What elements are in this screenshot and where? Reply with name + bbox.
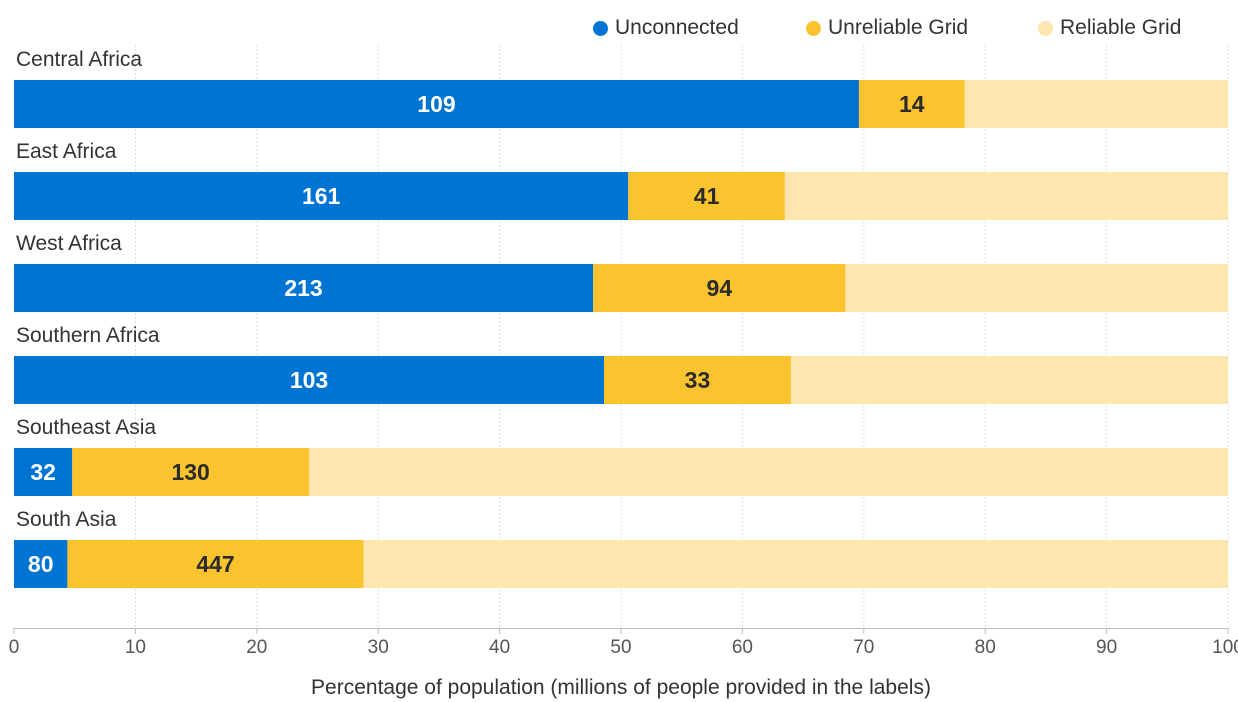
data-label: 80 xyxy=(28,551,54,577)
legend-label-reliable-grid: Reliable Grid xyxy=(1060,16,1182,39)
x-tick-label: 90 xyxy=(1096,637,1117,658)
x-tick-label: 30 xyxy=(368,637,389,658)
legend-label-unconnected: Unconnected xyxy=(615,16,739,39)
legend-swatch-unreliable-grid xyxy=(806,20,821,36)
category-label: East Africa xyxy=(16,140,117,163)
x-tick-label: 80 xyxy=(975,637,996,658)
data-label: 41 xyxy=(694,183,720,209)
legend-swatch-unconnected xyxy=(593,20,608,36)
data-label: 447 xyxy=(196,551,234,577)
category-label: South Asia xyxy=(16,508,117,531)
data-label: 33 xyxy=(685,367,711,393)
bar-segment-unconnected xyxy=(14,540,68,588)
x-tick-label: 70 xyxy=(853,637,874,658)
bar-segment-unreliable-grid xyxy=(72,448,310,496)
bar-segment-reliable-grid xyxy=(784,172,1228,220)
data-label: 109 xyxy=(417,91,455,117)
bar-segment-unreliable-grid xyxy=(67,540,364,588)
x-axis-title: Percentage of population (millions of pe… xyxy=(311,676,931,699)
legend-item-unreliable-grid: Unreliable Grid xyxy=(806,16,968,40)
data-label: 103 xyxy=(290,367,328,393)
x-tick-label: 60 xyxy=(732,637,753,658)
category-label: Central Africa xyxy=(16,48,142,71)
x-tick-label: 100 xyxy=(1212,637,1238,658)
bar-segment-unreliable-grid xyxy=(604,356,791,404)
category-label: Southern Africa xyxy=(16,324,160,347)
bar-segment-unreliable-grid xyxy=(593,264,846,312)
legend-item-reliable-grid: Reliable Grid xyxy=(1038,16,1181,40)
data-label: 213 xyxy=(284,275,322,301)
data-label: 161 xyxy=(302,183,341,209)
x-tick-label: 50 xyxy=(610,637,631,658)
bar-segment-unconnected xyxy=(14,356,605,404)
data-label: 14 xyxy=(899,91,925,117)
chart-legend: Unconnected Unreliable Grid Reliable Gri… xyxy=(0,16,1238,44)
x-tick-label: 40 xyxy=(489,637,510,658)
legend-swatch-reliable-grid xyxy=(1038,20,1053,36)
bar-segment-unconnected xyxy=(14,80,859,128)
bar-segment-unreliable-grid xyxy=(628,172,785,220)
bar-segment-reliable-grid xyxy=(845,264,1228,312)
x-tick-label: 0 xyxy=(9,637,20,658)
bar-segment-unconnected xyxy=(14,264,594,312)
bar-segment-unreliable-grid xyxy=(858,80,965,128)
bar-segment-unconnected xyxy=(14,448,73,496)
category-label: Southeast Asia xyxy=(16,416,156,439)
legend-label-unreliable-grid: Unreliable Grid xyxy=(828,16,969,39)
bar-segment-unconnected xyxy=(14,172,629,220)
data-label: 94 xyxy=(707,275,733,301)
data-label: 130 xyxy=(171,459,209,485)
bar-segment-reliable-grid xyxy=(790,356,1228,404)
data-label: 32 xyxy=(30,459,56,485)
x-tick-label: 20 xyxy=(246,637,267,658)
legend-item-unconnected: Unconnected xyxy=(593,16,739,40)
bar-segment-reliable-grid xyxy=(363,540,1229,588)
x-tick-label: 10 xyxy=(125,637,146,658)
bar-segment-reliable-grid xyxy=(964,80,1228,128)
bar-segment-reliable-grid xyxy=(309,448,1228,496)
category-label: West Africa xyxy=(16,232,122,255)
